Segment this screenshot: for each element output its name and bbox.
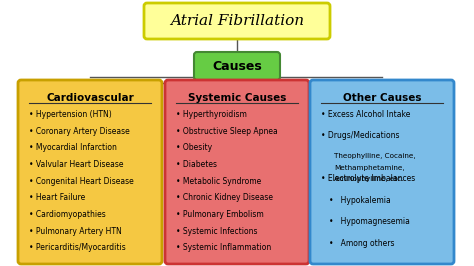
Text: • Pulmonary Embolism: • Pulmonary Embolism	[176, 210, 264, 219]
Text: • Valvular Heart Disease: • Valvular Heart Disease	[29, 160, 124, 169]
Text: • Systemic Infections: • Systemic Infections	[176, 227, 257, 236]
Text: • Systemic Inflammation: • Systemic Inflammation	[176, 243, 271, 252]
Text: • Myocardial Infarction: • Myocardial Infarction	[29, 143, 117, 152]
Text: •   Hypomagnesemia: • Hypomagnesemia	[329, 217, 410, 226]
Text: Atrial Fibrillation: Atrial Fibrillation	[170, 14, 304, 28]
Text: Other Causes: Other Causes	[343, 93, 421, 103]
Text: Methamphetamine,: Methamphetamine,	[334, 165, 405, 171]
Text: • Pulmonary Artery HTN: • Pulmonary Artery HTN	[29, 227, 122, 236]
Text: • Metabolic Syndrome: • Metabolic Syndrome	[176, 177, 261, 186]
Text: • Electrolyte Imbalances: • Electrolyte Imbalances	[321, 174, 415, 183]
FancyBboxPatch shape	[310, 80, 454, 264]
Text: Theophylline, Cocaine,: Theophylline, Cocaine,	[334, 153, 416, 159]
Text: •   Among others: • Among others	[329, 239, 394, 248]
Text: • Heart Failure: • Heart Failure	[29, 193, 85, 202]
Text: Systemic Causes: Systemic Causes	[188, 93, 286, 103]
Text: • Pericarditis/Myocarditis: • Pericarditis/Myocarditis	[29, 243, 126, 252]
FancyBboxPatch shape	[194, 52, 280, 80]
Text: • Hypertension (HTN): • Hypertension (HTN)	[29, 110, 112, 119]
Text: • Excess Alcohol Intake: • Excess Alcohol Intake	[321, 110, 410, 119]
Text: • Obesity: • Obesity	[176, 143, 212, 152]
FancyBboxPatch shape	[165, 80, 309, 264]
Text: Aminophylline, etc.: Aminophylline, etc.	[334, 176, 403, 182]
FancyBboxPatch shape	[18, 80, 162, 264]
Text: Causes: Causes	[212, 60, 262, 73]
Text: • Diabetes: • Diabetes	[176, 160, 217, 169]
Text: • Coronary Artery Disease: • Coronary Artery Disease	[29, 127, 130, 136]
Text: •   Hypokalemia: • Hypokalemia	[329, 196, 391, 205]
Text: • Hyperthyroidism: • Hyperthyroidism	[176, 110, 247, 119]
Text: Cardiovascular: Cardiovascular	[46, 93, 134, 103]
Text: • Drugs/Medications: • Drugs/Medications	[321, 131, 400, 140]
Text: • Obstructive Sleep Apnea: • Obstructive Sleep Apnea	[176, 127, 278, 136]
Text: • Congenital Heart Disease: • Congenital Heart Disease	[29, 177, 134, 186]
FancyBboxPatch shape	[144, 3, 330, 39]
Text: • Chronic Kidney Disease: • Chronic Kidney Disease	[176, 193, 273, 202]
Text: • Cardiomyopathies: • Cardiomyopathies	[29, 210, 106, 219]
